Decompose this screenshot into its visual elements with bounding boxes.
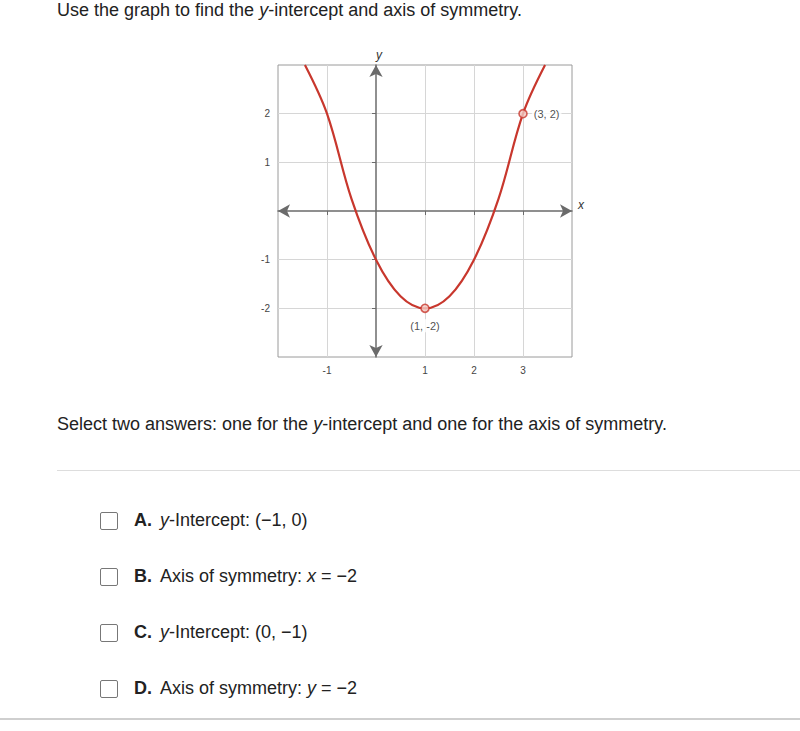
svg-text:-2: -2: [261, 303, 270, 314]
html-text:y -Intercept: (0, −1): y -Intercept: (0, −1): [160, 622, 308, 642]
svg-text:3: 3: [520, 365, 526, 376]
html-text:C.: C.: [134, 622, 152, 642]
html-text:Use the graph to find the y -i: Use the graph to find the y -intercept a…: [57, 0, 522, 20]
html-text:y -Intercept: (−1, 0): y -Intercept: (−1, 0): [160, 510, 308, 530]
svg-text:2: 2: [471, 365, 477, 376]
html-text:Axis of symmetry: x = −2: Axis of symmetry: x = −2: [160, 566, 358, 586]
svg-text:-1: -1: [323, 365, 332, 376]
html-text:Axis of symmetry: y = −2: Axis of symmetry: y = −2: [160, 678, 358, 698]
svg-text:1: 1: [264, 157, 270, 168]
html-text:B.: B.: [134, 566, 152, 586]
svg-text:2: 2: [264, 108, 270, 119]
html-text:Select two answers: one for th: Select two answers: one for the y -inter…: [57, 414, 667, 434]
html-text:A.: A.: [134, 510, 152, 530]
svg-text:y: y: [375, 48, 383, 62]
html-text:D.: D.: [134, 678, 152, 698]
svg-text:(3, 2): (3, 2): [534, 108, 560, 120]
svg-text:(1, -2): (1, -2): [410, 320, 439, 332]
svg-text:1: 1: [422, 365, 428, 376]
svg-text:-1: -1: [261, 254, 270, 265]
svg-text:x: x: [577, 198, 585, 212]
